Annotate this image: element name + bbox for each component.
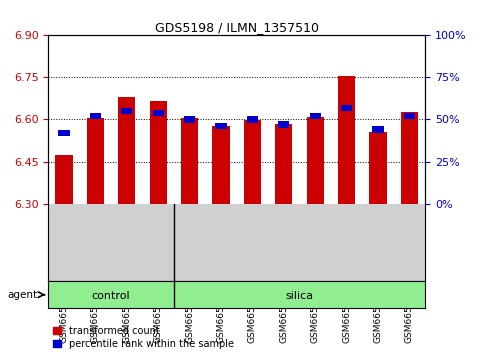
Bar [58,130,70,136]
Bar [153,110,164,116]
Bar [369,132,386,204]
Bar [87,118,104,204]
Bar [307,117,324,204]
Bar [401,113,418,204]
Bar [338,76,355,204]
Bar [244,120,261,204]
Bar [275,124,292,204]
Bar [121,108,132,114]
Bar [181,118,198,204]
Bar [56,154,72,204]
Bar [372,126,384,133]
Bar [118,97,135,204]
Bar [278,121,289,127]
Bar [150,101,167,204]
Text: agent: agent [7,290,37,300]
Text: control: control [92,291,130,301]
Bar [310,113,321,119]
Text: silica: silica [285,291,313,301]
Legend: transformed count, percentile rank within the sample: transformed count, percentile rank withi… [53,326,234,349]
Bar [215,123,227,129]
Bar [184,116,195,122]
Bar [404,113,415,119]
Bar [213,126,229,204]
Bar [247,116,258,122]
Bar [90,113,101,119]
Title: GDS5198 / ILMN_1357510: GDS5198 / ILMN_1357510 [155,21,319,34]
Bar [341,105,352,111]
